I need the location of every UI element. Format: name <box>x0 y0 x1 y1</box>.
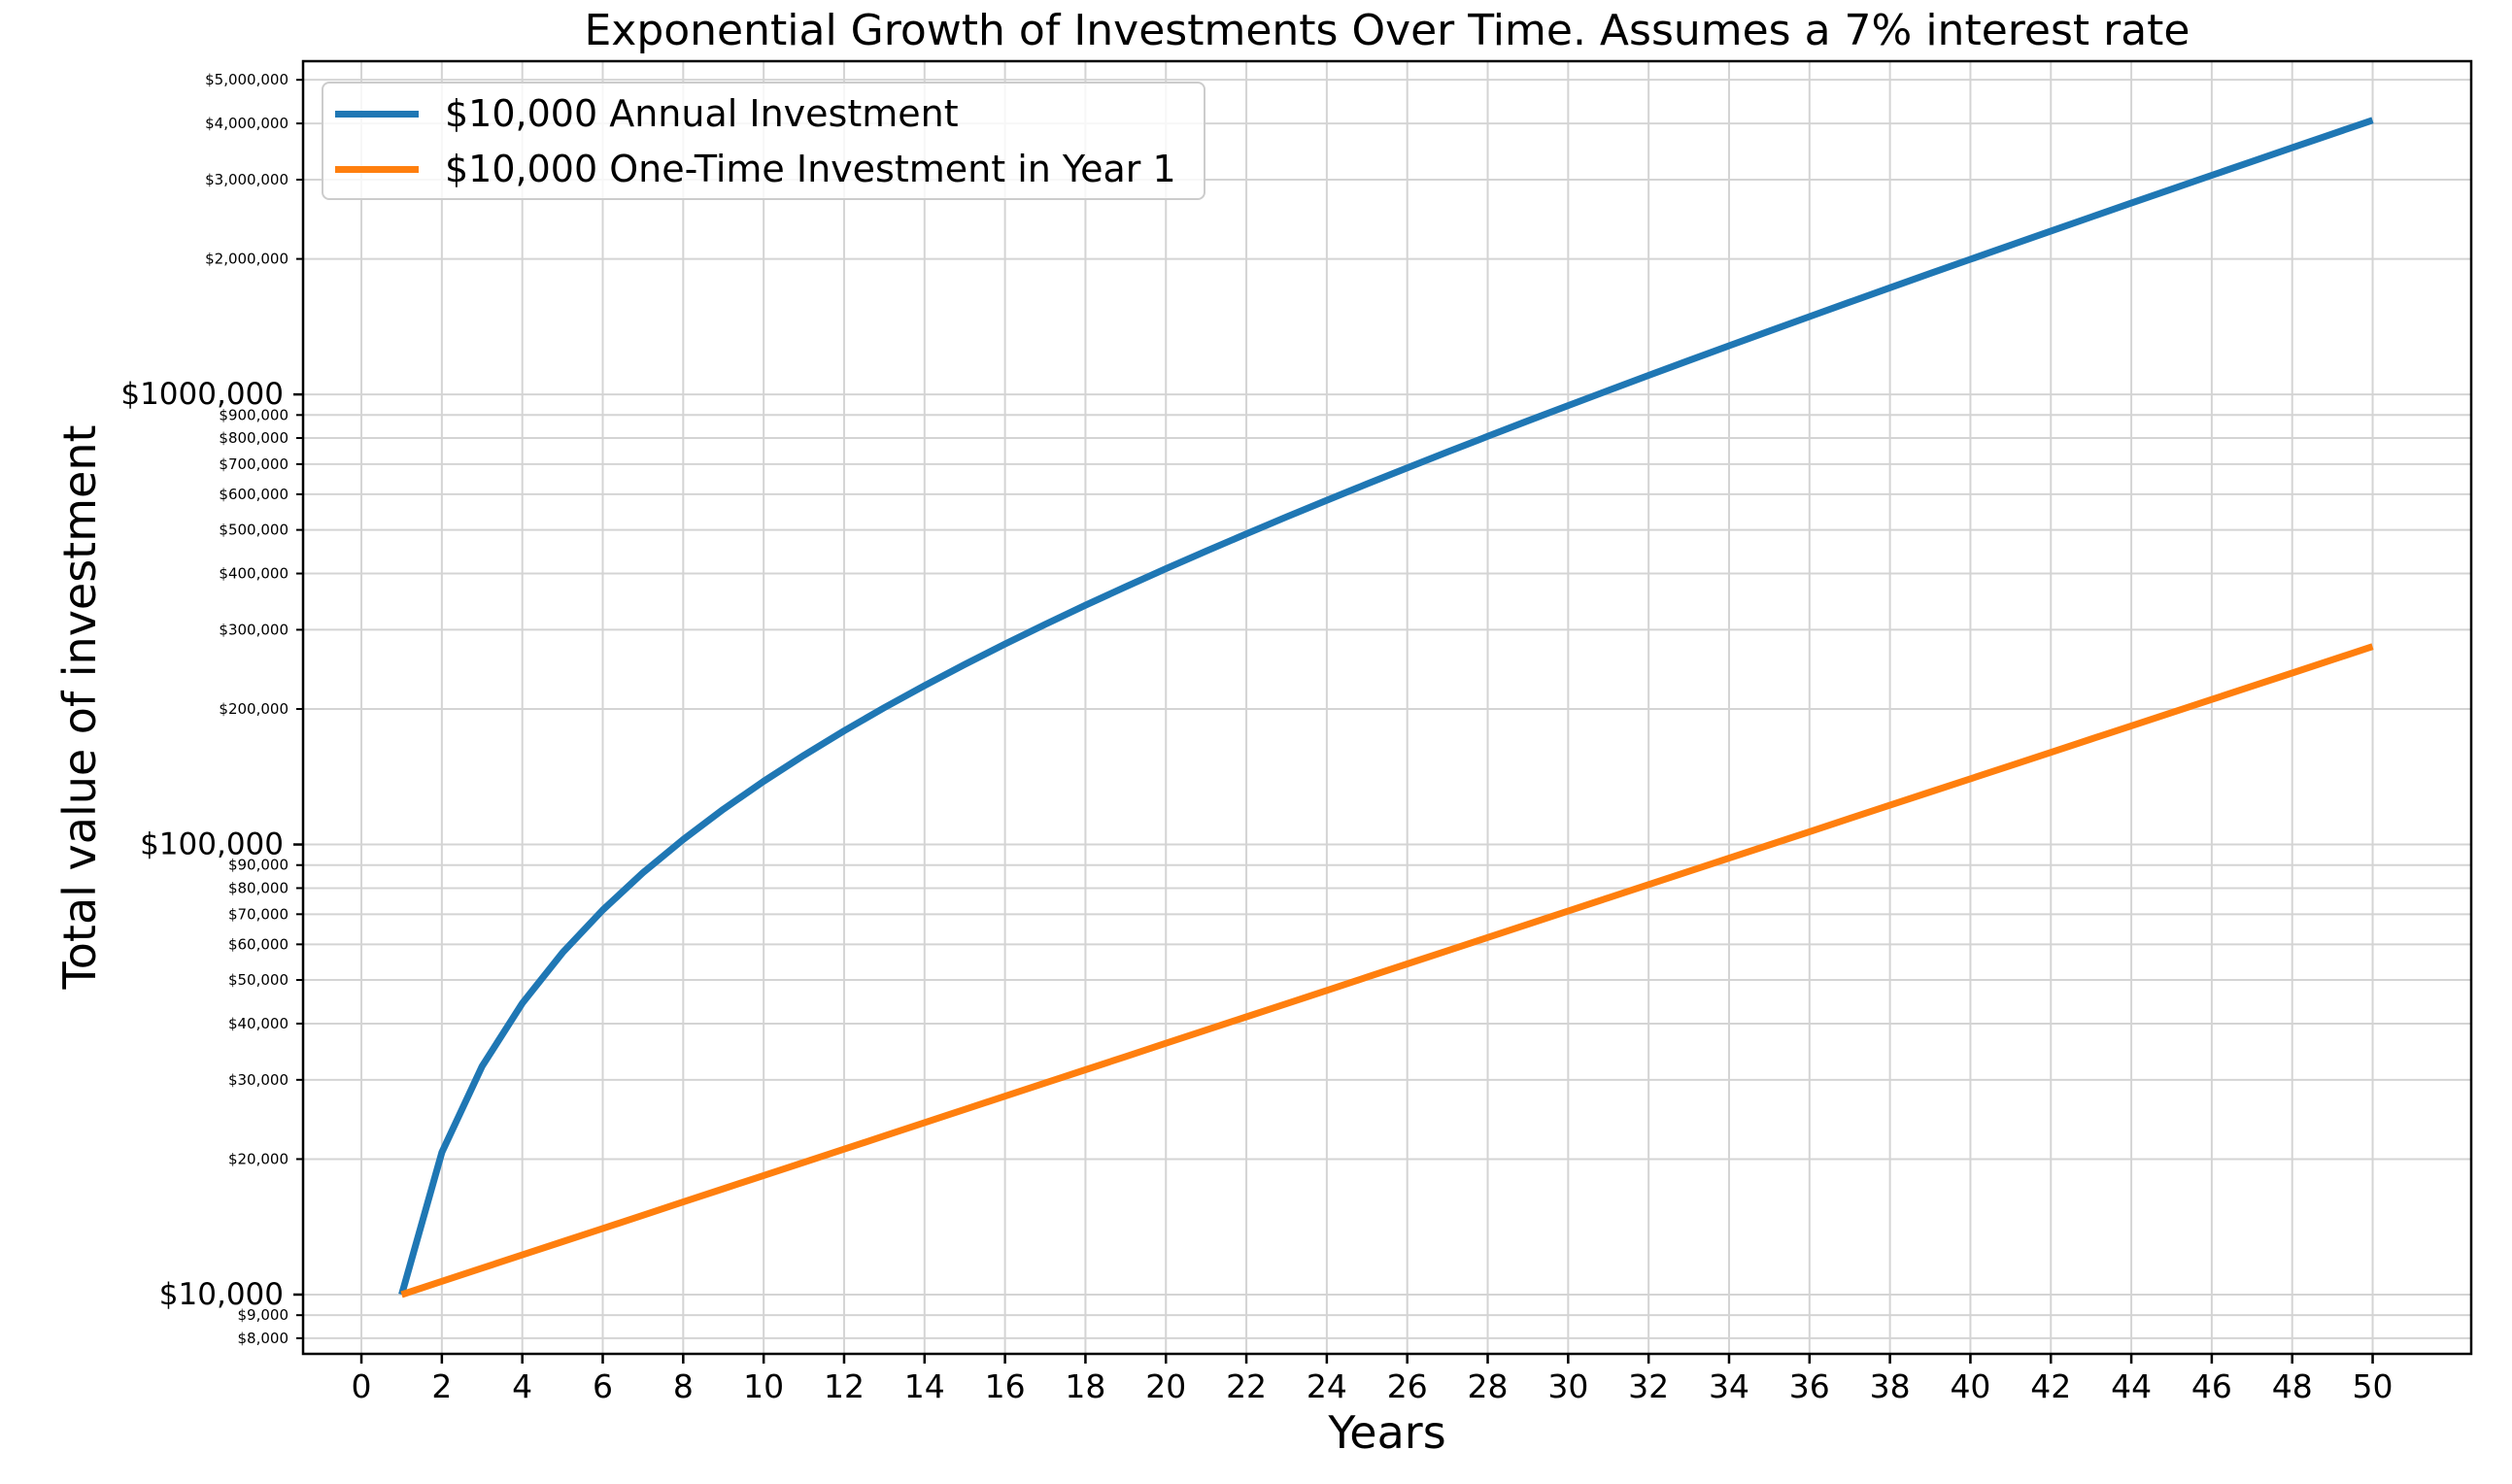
x-tick-label: 14 <box>904 1367 945 1405</box>
x-tick-label: 12 <box>824 1367 865 1405</box>
x-tick-label: 16 <box>985 1367 1026 1405</box>
y-minor-tick-label: $700,000 <box>219 455 289 473</box>
x-tick-label: 6 <box>593 1367 613 1405</box>
y-minor-tick-label: $900,000 <box>219 406 289 423</box>
legend-swatch-annual-icon <box>335 110 419 118</box>
x-tick-label: 0 <box>352 1367 372 1405</box>
x-tick-label: 42 <box>2030 1367 2071 1405</box>
y-major-tick-label: $100,000 <box>140 827 284 862</box>
y-axis-label: Total value of investment <box>53 424 106 990</box>
x-tick-label: 44 <box>2111 1367 2152 1405</box>
x-tick-label: 26 <box>1387 1367 1428 1405</box>
y-minor-tick-label: $90,000 <box>228 857 289 874</box>
x-tick-label: 20 <box>1145 1367 1186 1405</box>
y-minor-tick-label: $2,000,000 <box>205 251 289 268</box>
y-minor-tick-label: $400,000 <box>219 565 289 583</box>
x-tick-label: 48 <box>2272 1367 2313 1405</box>
y-minor-tick-label: $200,000 <box>219 700 289 718</box>
x-tick-label: 28 <box>1468 1367 1509 1405</box>
x-tick-label: 40 <box>1950 1367 1990 1405</box>
x-tick-label: 30 <box>1547 1367 1588 1405</box>
x-tick-label: 36 <box>1789 1367 1830 1405</box>
y-minor-tick-label: $800,000 <box>219 429 289 447</box>
x-tick-label: 22 <box>1226 1367 1267 1405</box>
y-minor-tick-label: $500,000 <box>219 522 289 539</box>
x-tick-label: 38 <box>1870 1367 1911 1405</box>
y-minor-tick-label: $4,000,000 <box>205 115 289 132</box>
y-axis-ticks: $10,000 $100,000 $1000,000 $8,000 $9,000 $20,… <box>120 71 303 1347</box>
series-line-one-time-investment <box>400 643 2374 1298</box>
x-tick-label: 8 <box>673 1367 694 1405</box>
x-tick-label: 46 <box>2191 1367 2232 1405</box>
x-tick-label: 24 <box>1307 1367 1347 1405</box>
y-minor-tick-label: $40,000 <box>228 1015 289 1032</box>
data-series <box>398 117 2374 1298</box>
plot-frame <box>301 59 2473 1356</box>
y-minor-tick-label: $5,000,000 <box>205 71 289 88</box>
y-major-tick-label: $10,000 <box>159 1277 284 1312</box>
chart-title: Exponential Growth of Investments Over T… <box>584 6 2190 55</box>
y-minor-tick-label: $300,000 <box>219 621 289 638</box>
y-minor-tick-label: $600,000 <box>219 486 289 503</box>
y-minor-tick-label: $50,000 <box>228 971 289 989</box>
x-axis-label: Years <box>1328 1406 1446 1459</box>
y-minor-tick-label: $9,000 <box>238 1306 289 1324</box>
grid-lines <box>303 61 2471 1354</box>
x-tick-label: 18 <box>1065 1367 1105 1405</box>
legend-label-one-time: $10,000 One-Time Investment in Year 1 <box>445 148 1176 190</box>
legend: $10,000 Annual Investment $10,000 One-Ti… <box>322 82 1205 200</box>
y-minor-tick-label: $20,000 <box>228 1150 289 1167</box>
x-tick-label: 32 <box>1628 1367 1669 1405</box>
x-tick-label: 50 <box>2353 1367 2393 1405</box>
y-minor-tick-label: $8,000 <box>238 1330 289 1347</box>
y-minor-tick-label: $80,000 <box>228 879 289 896</box>
series-line-annual-investment <box>398 117 2374 1296</box>
y-minor-tick-label: $60,000 <box>228 935 289 953</box>
x-axis-ticks: 0 2 4 6 8 10 12 14 16 18 20 22 24 26 28 30 32 34 36 38 40 42 4… <box>352 1354 2393 1405</box>
y-minor-tick-label: $3,000,000 <box>205 171 289 188</box>
legend-label-annual: $10,000 Annual Investment <box>445 92 959 135</box>
y-minor-tick-label: $70,000 <box>228 905 289 923</box>
y-minor-tick-label: $30,000 <box>228 1071 289 1089</box>
axes <box>301 59 2473 1356</box>
x-tick-label: 34 <box>1709 1367 1749 1405</box>
legend-swatch-one-time-icon <box>335 165 419 173</box>
y-major-tick-label: $1000,000 <box>120 377 284 412</box>
x-tick-label: 2 <box>431 1367 452 1405</box>
x-tick-label: 4 <box>512 1367 532 1405</box>
x-tick-label: 10 <box>743 1367 784 1405</box>
